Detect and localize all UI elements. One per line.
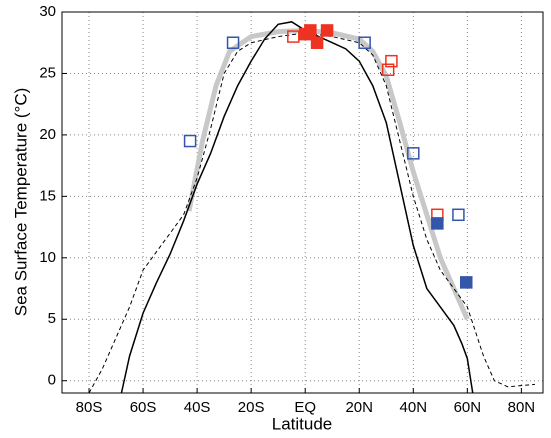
square-marker bbox=[460, 276, 473, 289]
x-axis-label: Latitude bbox=[272, 414, 333, 433]
square-marker bbox=[358, 36, 371, 49]
x-tick-label: 80S bbox=[76, 399, 103, 416]
x-tick-label: 20S bbox=[238, 399, 265, 416]
y-tick-label: 25 bbox=[39, 64, 56, 81]
x-tick-label: 60N bbox=[454, 399, 482, 416]
square-marker bbox=[407, 147, 420, 160]
y-tick-label: 30 bbox=[39, 3, 56, 20]
plot-frame bbox=[61, 11, 544, 394]
square-marker bbox=[381, 63, 395, 77]
square-marker bbox=[226, 36, 240, 49]
y-tick-label: 10 bbox=[39, 249, 56, 266]
square-marker bbox=[287, 30, 300, 43]
square-marker bbox=[304, 24, 317, 37]
x-tick-label: 40N bbox=[400, 399, 428, 416]
x-tick-label: 20N bbox=[345, 399, 373, 416]
plot-background bbox=[62, 12, 543, 393]
square-marker bbox=[452, 208, 465, 222]
y-tick-label: 5 bbox=[48, 310, 56, 327]
y-tick-label: 20 bbox=[39, 126, 56, 143]
square-marker bbox=[320, 24, 334, 37]
y-tick-label: 15 bbox=[39, 187, 56, 204]
y-tick-label: 0 bbox=[48, 372, 56, 389]
square-marker bbox=[310, 36, 324, 49]
square-marker bbox=[183, 134, 197, 148]
y-axis-label: Sea Surface Temperature (°C) bbox=[11, 88, 30, 317]
x-tick-label: 40S bbox=[184, 399, 211, 416]
x-tick-label: 80N bbox=[508, 399, 536, 416]
x-tick-label: EQ bbox=[294, 399, 316, 416]
square-marker bbox=[431, 217, 444, 230]
x-tick-label: 60S bbox=[130, 399, 157, 416]
square-marker bbox=[385, 54, 398, 68]
